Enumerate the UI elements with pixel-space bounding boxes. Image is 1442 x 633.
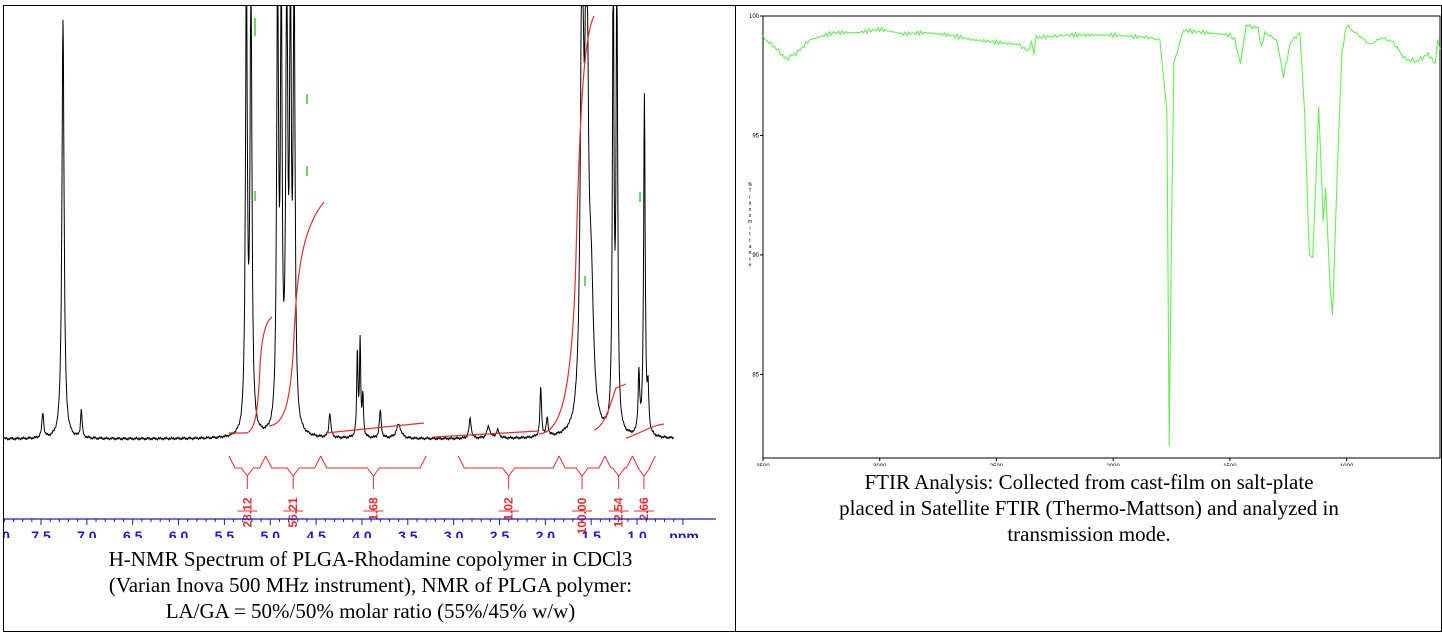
- nmr-spectrum-chart: 28.12 56.21 1.68 1.02 100.00 12.54 2.66 0 7.5 7.…: [4, 6, 716, 538]
- nmr-axis-tick-label: 4.0: [352, 528, 372, 538]
- ftir-y-label-char: n: [749, 207, 752, 213]
- nmr-integral-label-3: 1.68: [366, 497, 380, 521]
- ftir-x-tick-label: 1000: [1340, 464, 1354, 466]
- nmr-caption-line-2: (Varian Inova 500 MHz instrument), NMR o…: [108, 573, 633, 597]
- ftir-x-tick-label: 2500: [990, 464, 1004, 466]
- ftir-axes: 350030002500200015001000100959085%Transm…: [748, 14, 1354, 466]
- nmr-integral-curve-6: [593, 383, 627, 431]
- ftir-caption-line-1: FTIR Analysis: Collected from cast-film …: [864, 470, 1314, 494]
- ftir-plot-frame: [762, 15, 1441, 459]
- ftir-frame-rect: [762, 15, 1441, 459]
- nmr-axis-tick-label: 3.5: [398, 528, 418, 538]
- nmr-spectrum-line: [4, 6, 674, 441]
- nmr-axis-tick-label: 7.0: [77, 528, 97, 538]
- ftir-y-label-char: a: [749, 201, 752, 207]
- nmr-panel: 28.12 56.21 1.68 1.02 100.00 12.54 2.66 0 7.5 7.…: [3, 5, 736, 632]
- ftir-spectrum-chart: 350030002500200015001000100959085%Transm…: [748, 14, 1441, 466]
- ftir-y-label-char: a: [749, 244, 752, 250]
- nmr-caption: H-NMR Spectrum of PLGA-Rhodamine copolym…: [8, 546, 733, 624]
- nmr-integral-brackets: 28.12 56.21 1.68 1.02 100.00 12.54 2.66: [228, 455, 656, 534]
- nmr-axis-tick-label: 6.0: [169, 528, 189, 538]
- ftir-y-label-char: %: [748, 182, 753, 188]
- nmr-integral-bracket-2: [265, 455, 322, 477]
- ftir-y-label-char: m: [748, 219, 752, 225]
- ftir-y-label-char: T: [748, 188, 751, 194]
- ftir-y-tick-label: 100: [749, 14, 760, 20]
- nmr-integral-label-4: 1.02: [502, 497, 516, 521]
- nmr-integral-bracket-7: [632, 455, 656, 477]
- ftir-y-tick-label: 90: [752, 253, 759, 259]
- ftir-caption-line-3: transmission mode.: [1007, 522, 1171, 546]
- nmr-integral-curve-2: [268, 201, 325, 427]
- nmr-axis-tick-label: 3.0: [444, 528, 464, 538]
- nmr-integral-curve-3: [325, 422, 425, 434]
- nmr-caption-line-1: H-NMR Spectrum of PLGA-Rhodamine copolym…: [108, 547, 633, 571]
- nmr-integral-label-5: 100.00: [575, 497, 589, 534]
- nmr-integral-curve-5: [538, 15, 595, 435]
- ftir-y-label-char: t: [749, 232, 751, 238]
- nmr-spectrum-trace: [4, 6, 674, 441]
- ftir-y-tick-label: 95: [752, 133, 759, 139]
- ftir-y-label-char: t: [749, 238, 751, 244]
- ftir-y-label-char: i: [749, 225, 750, 231]
- ftir-x-tick-label: 3000: [873, 464, 887, 466]
- nmr-axis-tick-label: 2.5: [490, 528, 510, 538]
- nmr-axis-tick-label: 2.0: [536, 528, 556, 538]
- ftir-spectrum-line: [762, 23, 1441, 447]
- nmr-integral-label-1: 28.12: [240, 497, 254, 527]
- ftir-y-tick-label: 85: [752, 372, 759, 378]
- nmr-axis-tick-label: 1.5: [581, 528, 601, 538]
- ftir-panel: 350030002500200015001000100959085%Transm…: [736, 5, 1442, 632]
- nmr-integral-label-2: 56.21: [286, 497, 300, 527]
- ftir-spectrum-trace: [762, 23, 1441, 447]
- nmr-integral-bracket-4: [457, 455, 560, 477]
- ftir-x-tick-label: 3500: [756, 464, 770, 466]
- nmr-axis-tick-label: 0: [4, 528, 10, 538]
- ftir-x-tick-label: 2000: [1106, 464, 1120, 466]
- ftir-y-label-char: s: [749, 213, 752, 219]
- nmr-axis-tick-label: 1.0: [627, 528, 647, 538]
- ftir-y-label-char: r: [749, 194, 751, 200]
- nmr-integral-curve-7: [625, 423, 665, 439]
- ftir-x-tick-label: 1500: [1223, 464, 1237, 466]
- nmr-integral-curve-4: [433, 430, 540, 438]
- ftir-caption-line-2: placed in Satellite FTIR (Thermo-Mattson…: [839, 496, 1339, 520]
- nmr-integral-bracket-1: [228, 455, 267, 477]
- nmr-integral-label-7: 2.66: [637, 497, 651, 521]
- nmr-caption-line-3: LA/GA = 50%/50% molar ratio (55%/45% w/w…: [165, 599, 576, 623]
- nmr-integral-bracket-6: [604, 455, 633, 477]
- ftir-y-label-char: c: [749, 256, 752, 262]
- nmr-integral-curve-1: [229, 316, 273, 434]
- nmr-ppm-axis: 0 7.5 7.0 6.5 6.0 5.5 5.0 4.5 4.0 3.5 3.0 2.5 2.0 1.5…: [4, 518, 716, 538]
- ftir-caption: FTIR Analysis: Collected from cast-film …: [744, 469, 1434, 547]
- nmr-axis-tick-label: 5.0: [261, 528, 281, 538]
- ftir-y-label-char: n: [749, 250, 752, 256]
- nmr-axis-tick-label: 4.5: [306, 528, 326, 538]
- nmr-integral-bracket-3: [320, 455, 427, 477]
- nmr-integral-curves: [229, 15, 665, 439]
- nmr-integral-bracket-5: [558, 455, 606, 477]
- nmr-axis-tick-label: 7.5: [31, 528, 51, 538]
- ftir-y-label-char: e: [749, 263, 752, 269]
- nmr-axis-tick-label: 6.5: [123, 528, 143, 538]
- nmr-axis-tick-label: 5.5: [215, 528, 235, 538]
- nmr-integral-label-6: 12.54: [612, 497, 626, 527]
- nmr-axis-unit: ppm: [669, 528, 699, 538]
